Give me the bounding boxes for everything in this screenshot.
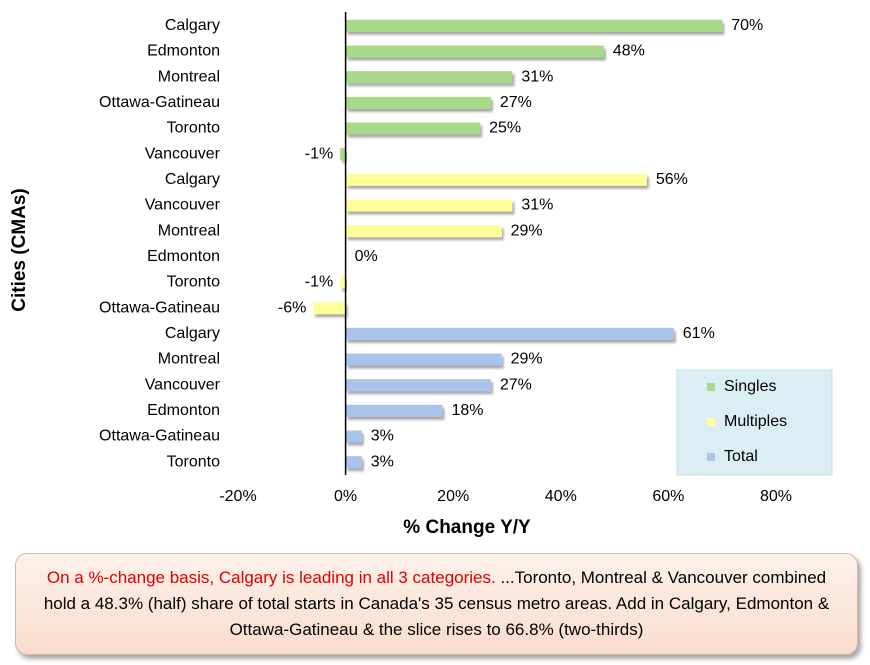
y-tick-label: Vancouver	[145, 145, 221, 162]
bar	[345, 199, 513, 212]
value-label: 56%	[656, 171, 688, 188]
y-tick-label: Ottawa-Gatineau	[99, 428, 220, 445]
value-label-bg	[652, 170, 691, 190]
value-label-bg	[367, 452, 397, 472]
value-label-bg	[507, 349, 546, 369]
y-tick-label: Toronto	[167, 120, 220, 137]
value-label: 18%	[451, 402, 483, 419]
value-label: 70%	[731, 17, 763, 34]
legend-label: Total	[724, 448, 758, 465]
y-tick-label: Edmonton	[147, 43, 220, 60]
bar	[345, 122, 481, 135]
bar	[345, 96, 491, 109]
value-label: 0%	[355, 248, 378, 265]
legend-swatch	[707, 418, 715, 426]
legend-label: Singles	[724, 378, 776, 395]
value-label: 29%	[511, 222, 543, 239]
value-label: 3%	[371, 428, 394, 445]
x-tick-label: 60%	[652, 488, 684, 505]
x-tick-label: 40%	[545, 488, 577, 505]
x-tick-label: 20%	[437, 488, 469, 505]
value-label-bg	[367, 426, 397, 446]
value-label-bg	[518, 67, 557, 87]
y-tick-label: Ottawa-Gatineau	[99, 94, 220, 111]
y-tick-label: Montreal	[158, 351, 220, 368]
x-axis-title: % Change Y/Y	[403, 517, 531, 538]
bar	[345, 327, 674, 340]
value-label: -1%	[305, 145, 333, 162]
annotation-text: On a %-change basis, Calgary is leading …	[34, 565, 839, 643]
value-label: 29%	[511, 351, 543, 368]
y-tick-label: Calgary	[165, 171, 220, 188]
bar	[340, 148, 346, 161]
value-label-bg	[496, 93, 535, 113]
value-label: 25%	[489, 120, 521, 137]
bar	[345, 404, 443, 417]
value-label: -1%	[305, 274, 333, 291]
y-tick-label: Toronto	[167, 274, 220, 291]
y-axis-title: Cities (CMAs)	[9, 188, 30, 312]
value-label-bg	[496, 375, 535, 395]
y-tick-label: Calgary	[165, 325, 220, 342]
value-label-bg	[518, 195, 557, 215]
value-label: 31%	[521, 197, 553, 214]
bar	[345, 173, 647, 186]
bar	[345, 456, 362, 469]
value-label: 61%	[683, 325, 715, 342]
bar	[345, 430, 362, 443]
chart: Cities (CMAs) % Change Y/Y -20% 0% 20% 40% 6…	[9, 12, 833, 538]
value-label-bg	[679, 324, 718, 344]
bar	[345, 45, 604, 58]
y-tick-label: Calgary	[165, 17, 220, 34]
y-tick-label: Vancouver	[145, 376, 221, 393]
y-tick-label: Vancouver	[145, 197, 221, 214]
y-tick-label: Montreal	[158, 222, 220, 239]
y-tick-label: Ottawa-Gatineau	[99, 299, 220, 316]
value-label-bg	[301, 144, 337, 164]
value-label-bg	[609, 41, 648, 61]
legend-box	[676, 369, 833, 476]
y-tick-label: Edmonton	[147, 402, 220, 419]
y-tick-label: Montreal	[158, 68, 220, 85]
value-label: -6%	[278, 299, 306, 316]
bar	[345, 225, 502, 238]
value-label-bg	[274, 298, 310, 318]
value-label-bg	[507, 221, 546, 241]
value-label: 3%	[371, 453, 394, 470]
bar	[345, 379, 491, 392]
y-tick-label: Toronto	[167, 453, 220, 470]
value-label-bg	[351, 247, 381, 267]
x-tick-label: 0%	[334, 488, 357, 505]
value-label: 31%	[521, 68, 553, 85]
x-tick-label: 80%	[760, 488, 792, 505]
bar	[345, 353, 502, 366]
bar	[345, 19, 723, 32]
value-label: 48%	[613, 43, 645, 60]
bar	[313, 302, 346, 315]
value-label-bg	[448, 401, 487, 421]
value-label-bg	[486, 118, 525, 138]
value-label-bg	[301, 272, 337, 292]
annotation-highlight: On a %-change basis, Calgary is leading …	[46, 568, 496, 587]
bar	[345, 71, 513, 84]
value-label-bg	[728, 16, 767, 36]
bar	[340, 276, 346, 289]
value-label: 27%	[500, 376, 532, 393]
x-tick-label: -20%	[219, 488, 256, 505]
legend-swatch	[707, 383, 715, 391]
annotation-body: ...Toronto, Montreal & Vancouver combine…	[43, 568, 830, 639]
value-label: 27%	[500, 94, 532, 111]
y-tick-label: Edmonton	[147, 248, 220, 265]
annotation: On a %-change basis, Calgary is leading …	[15, 553, 858, 655]
legend-swatch	[707, 453, 715, 461]
legend-label: Multiples	[724, 413, 787, 430]
